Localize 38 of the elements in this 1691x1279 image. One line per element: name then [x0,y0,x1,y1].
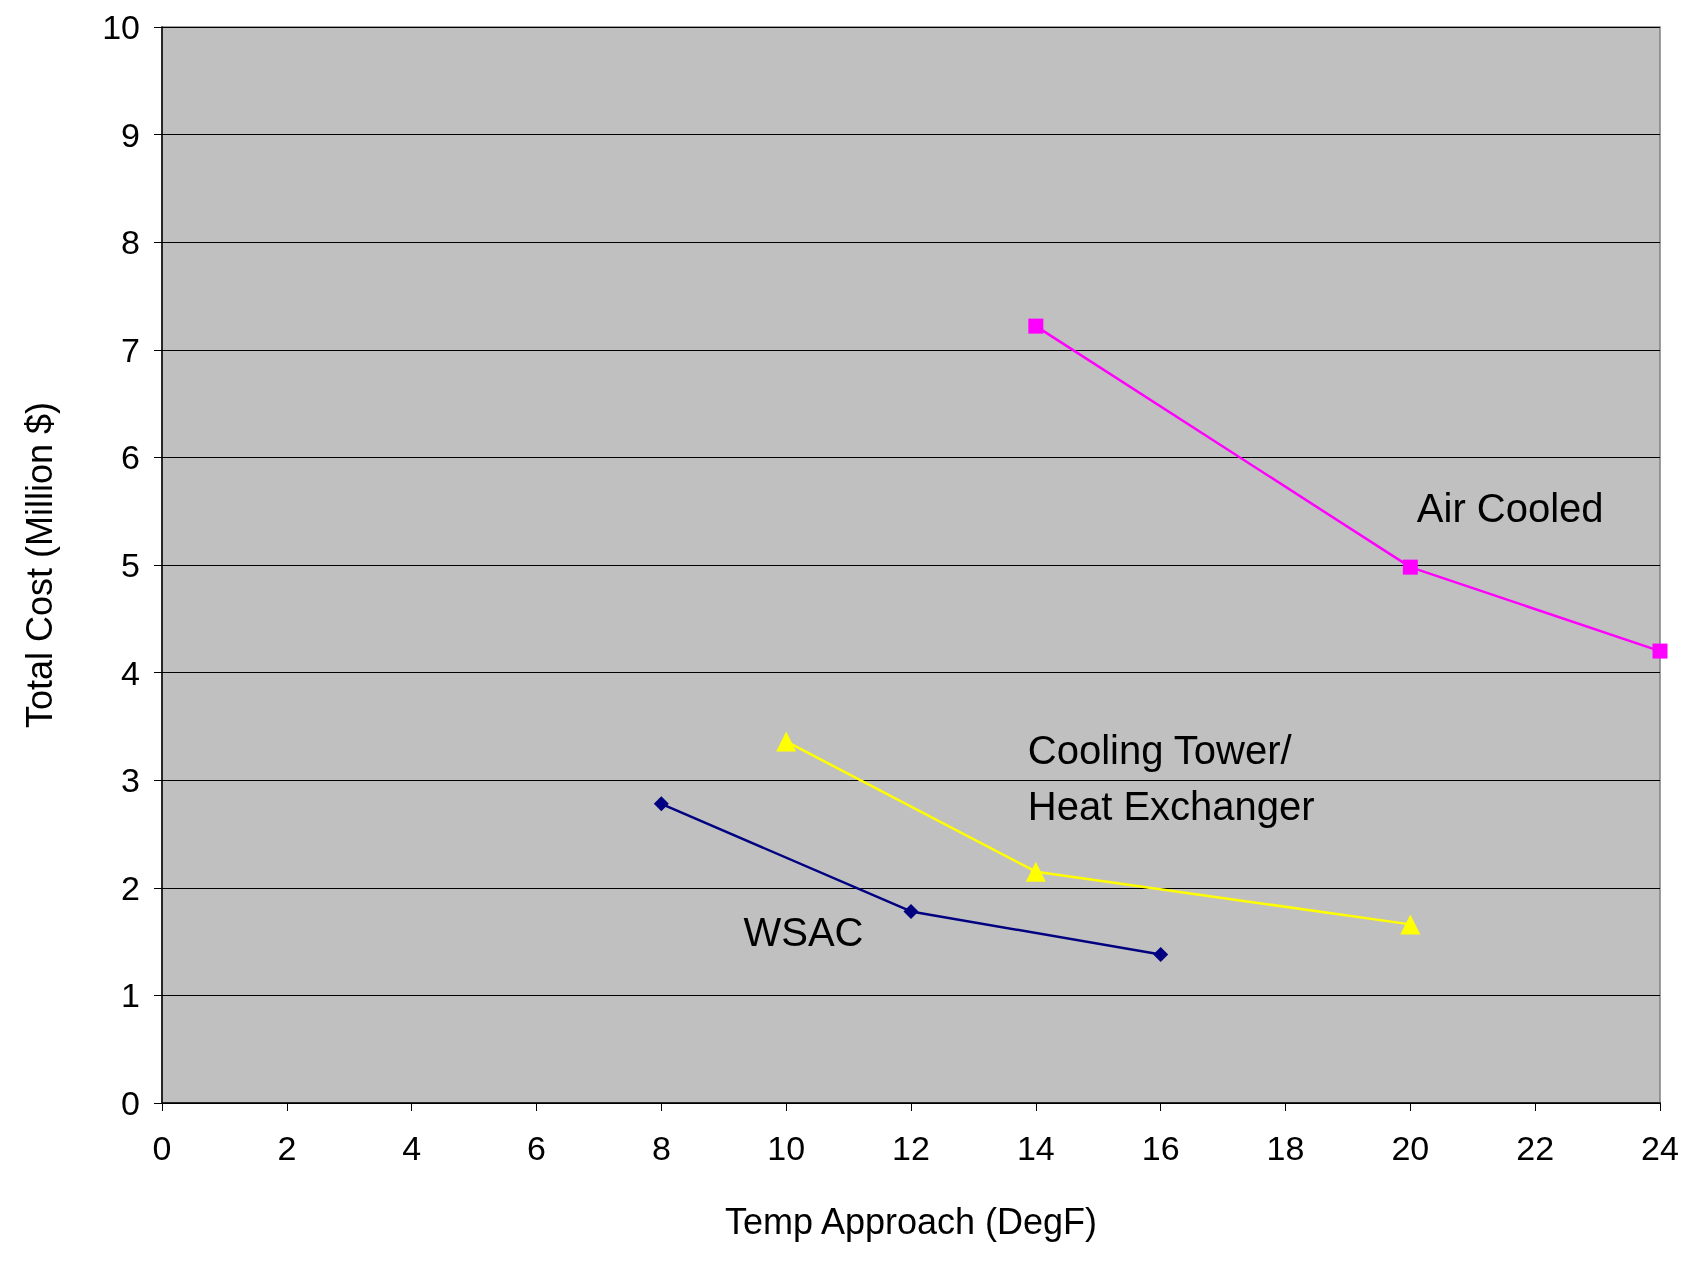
x-tick-label: 10 [767,1129,806,1167]
point [653,796,669,812]
point [1400,914,1421,935]
x-tick-label: 4 [402,1129,422,1167]
x-tick-label: 6 [527,1129,546,1167]
point [903,903,919,919]
x-axis-title: Temp Approach (DegF) [724,1200,1098,1242]
y-tick-label: 0 [121,1084,140,1122]
x-tick-label: 20 [1391,1129,1430,1167]
y-tick-label: 9 [121,115,140,154]
x-tick-label: 24 [1641,1129,1679,1167]
y-axis-title: Total Cost (Million $) [18,401,60,729]
point [1025,861,1046,882]
y-tick-label: 6 [121,438,140,477]
point [776,731,797,752]
y-tick-label: 1 [121,976,140,1015]
y-tick-label: 2 [121,868,140,907]
y-tick-label: 7 [121,330,140,369]
x-tick-label: 8 [651,1129,671,1167]
y-tick-label: 10 [102,8,140,46]
x-tick-label: 12 [892,1129,930,1167]
x-tick-label: 18 [1266,1129,1305,1167]
y-tick-label: 3 [121,761,140,800]
x-tick-label: 16 [1141,1129,1180,1167]
y-tick-label: 4 [121,653,140,692]
series-label: WSAC [743,909,864,954]
x-tick-label: 22 [1516,1129,1555,1167]
series-label: Cooling Tower/ Heat Exchanger [1027,727,1315,828]
point [1402,559,1418,575]
x-tick-label: 0 [152,1129,172,1167]
y-tick-label: 8 [121,223,140,262]
series-label: Air Cooled [1416,485,1604,530]
point [1652,643,1668,659]
x-tick-label: 14 [1016,1129,1055,1167]
y-tick-label: 5 [121,546,140,584]
point [1153,947,1169,963]
point [1028,318,1044,334]
x-tick-label: 2 [277,1129,297,1167]
